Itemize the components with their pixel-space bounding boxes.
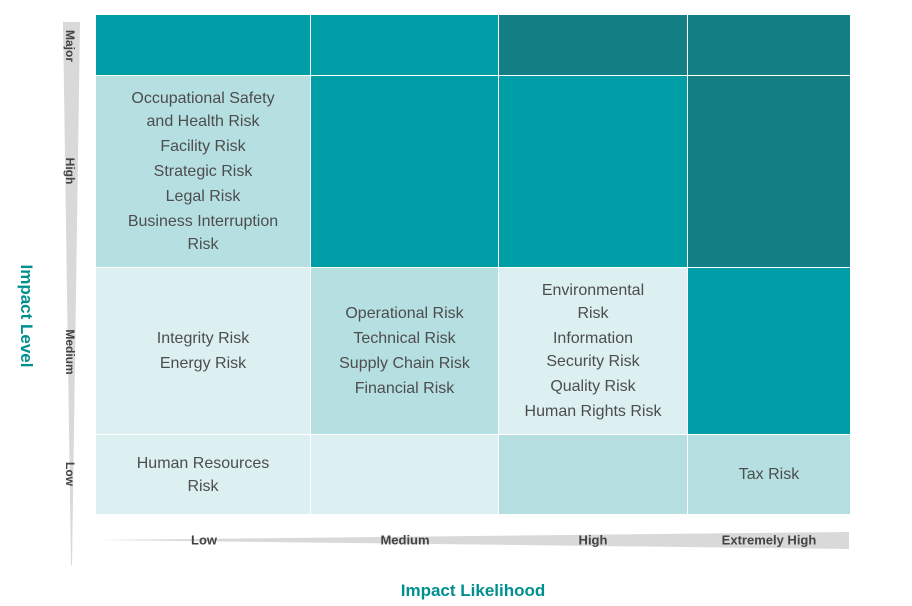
y-tick-label: Major <box>63 29 77 63</box>
x-axis-wedge <box>100 532 849 549</box>
matrix-cell <box>688 15 850 75</box>
risk-label: Legal Risk <box>165 188 241 205</box>
risk-label: Environmental Risk <box>541 282 645 322</box>
risk-label: Quality Risk <box>550 378 636 395</box>
risk-label: Information Security Risk <box>546 330 640 370</box>
risk-label: Energy Risk <box>159 355 247 372</box>
x-tick-label: Extremely High <box>721 532 817 548</box>
risk-label: Technical Risk <box>353 330 456 347</box>
matrix-cell <box>311 435 498 514</box>
matrix-cell <box>688 76 850 267</box>
risk-label: Tax Risk <box>738 466 800 483</box>
matrix-cell <box>688 268 850 434</box>
risk-label: Integrity Risk <box>156 330 250 347</box>
risk-label: Supply Chain Risk <box>339 355 470 372</box>
risk-label: Occupational Safety and Health Risk <box>131 90 275 130</box>
matrix-cell: Occupational Safety and Health Risk Facil… <box>96 76 310 267</box>
risk-label: Business Interruption Risk <box>127 213 279 253</box>
matrix-cell <box>499 435 687 514</box>
matrix-cell <box>499 76 687 267</box>
matrix-cell: Human Resources Risk <box>96 435 310 514</box>
y-tick-label: Low <box>63 462 77 486</box>
risk-matrix: Occupational Safety and Health Risk Facil… <box>96 15 851 515</box>
risk-label: Facility Risk <box>160 138 246 155</box>
matrix-cell <box>311 76 498 267</box>
matrix-cell: Operational Risk Technical Risk Supply Cha… <box>311 268 498 434</box>
y-axis-wedge <box>63 22 80 565</box>
risk-label: Operational Risk <box>345 305 464 322</box>
y-axis-title: Impact Level <box>17 264 36 368</box>
x-tick-label: Low <box>191 532 217 548</box>
matrix-cell <box>96 15 310 75</box>
risk-label: Financial Risk <box>354 380 455 397</box>
matrix-cell: Integrity Risk Energy Risk <box>96 268 310 434</box>
matrix-cell: Tax Risk <box>688 435 850 514</box>
risk-label: Human Resources Risk <box>136 454 270 495</box>
matrix-cell: Environmental Risk Information Security R… <box>499 268 687 434</box>
matrix-cell <box>311 15 498 75</box>
y-tick-label: High <box>63 157 77 185</box>
risk-label: Strategic Risk <box>153 163 253 180</box>
x-tick-label: Medium <box>380 532 430 548</box>
matrix-cell <box>499 15 687 75</box>
y-tick-label: Medium <box>63 329 77 375</box>
risk-label: Human Rights Risk <box>524 403 662 420</box>
x-tick-label: High <box>578 532 608 548</box>
x-axis-title: Impact Likelihood <box>400 581 546 600</box>
